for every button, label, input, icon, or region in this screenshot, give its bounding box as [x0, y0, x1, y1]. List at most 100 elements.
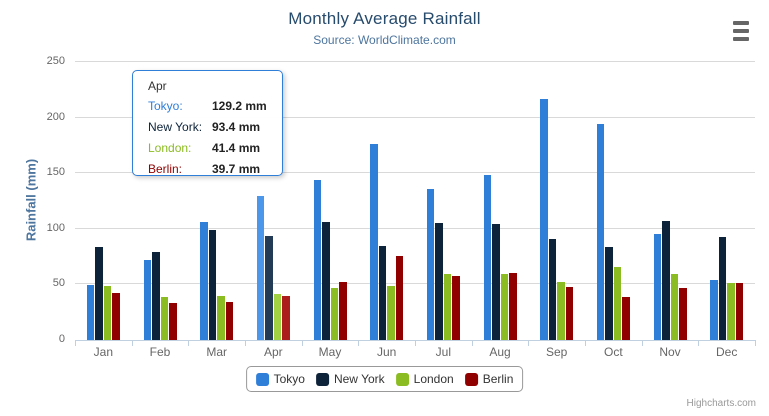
x-axis-label: Apr: [263, 345, 283, 359]
bar-new-york-feb[interactable]: [152, 252, 160, 340]
y-axis-label: 250: [46, 55, 65, 67]
x-axis-tick: [528, 341, 530, 346]
x-axis-label: Jun: [376, 345, 397, 359]
bar-tokyo-aug[interactable]: [483, 174, 491, 340]
bar-new-york-apr[interactable]: [265, 236, 273, 340]
bar-new-york-jul[interactable]: [435, 223, 443, 340]
bar-new-york-may[interactable]: [322, 222, 330, 340]
tooltip-row: New York: 93.4 mm: [148, 117, 267, 138]
bar-tokyo-jul[interactable]: [426, 189, 435, 340]
bar-berlin-jun[interactable]: [395, 256, 404, 340]
highcharts-credit[interactable]: Highcharts.com: [686, 398, 756, 409]
tooltip-series-value: 93.4 mm: [212, 120, 261, 134]
bar-london-apr[interactable]: [273, 293, 282, 340]
x-axis-label: Aug: [489, 345, 511, 359]
x-axis-label: Dec: [715, 345, 738, 359]
bar-london-nov[interactable]: [670, 274, 678, 340]
y-axis-label: 200: [46, 110, 65, 123]
tooltip-category: Apr: [148, 79, 167, 93]
bar-tokyo-may[interactable]: [313, 179, 321, 340]
bar-new-york-nov[interactable]: [662, 221, 670, 340]
legend-item-berlin[interactable]: Berlin: [464, 372, 513, 386]
bar-berlin-may[interactable]: [339, 281, 347, 340]
y-gridline: [75, 172, 755, 174]
x-axis-tick: [755, 341, 756, 346]
bar-london-dec[interactable]: [727, 283, 735, 340]
bar-berlin-jul[interactable]: [452, 276, 460, 340]
bar-tokyo-dec[interactable]: [710, 279, 718, 340]
bar-london-oct[interactable]: [613, 267, 622, 340]
bar-new-york-sep[interactable]: [548, 238, 557, 340]
x-axis-tick: [75, 341, 76, 346]
tooltip-series-label: Tokyo:: [148, 99, 183, 113]
bar-berlin-dec[interactable]: [735, 283, 744, 340]
y-axis-label: 0: [58, 333, 65, 345]
bar-berlin-feb[interactable]: [169, 303, 177, 340]
bar-tokyo-jan[interactable]: [86, 284, 95, 340]
x-axis-tick: [698, 341, 700, 346]
bar-tokyo-sep[interactable]: [540, 99, 548, 340]
bar-tokyo-feb[interactable]: [143, 260, 151, 340]
tooltip-row: Berlin: 39.7 mm: [148, 159, 267, 180]
bar-berlin-oct[interactable]: [622, 296, 630, 340]
x-axis-tick: [301, 341, 303, 346]
bar-new-york-aug[interactable]: [492, 224, 500, 340]
bar-new-york-jan[interactable]: [95, 247, 103, 340]
chart-title: Monthly Average Rainfall: [288, 9, 481, 28]
legend-label: New York: [333, 372, 385, 386]
x-axis-label: Sep: [545, 345, 568, 359]
bar-tokyo-nov[interactable]: [653, 233, 661, 340]
bar-london-aug[interactable]: [500, 273, 508, 340]
y-gridline: [75, 61, 755, 62]
legend: Tokyo New York London Berlin: [245, 366, 524, 392]
tooltip-series-label: London:: [148, 141, 192, 155]
tooltip-series-label: New York:: [148, 120, 203, 134]
x-axis-tick: [471, 341, 473, 346]
legend-item-tokyo[interactable]: Tokyo: [255, 372, 305, 386]
x-axis-tick: [641, 341, 643, 346]
tooltip-row: Tokyo: 129.2 mm: [148, 96, 267, 117]
bar-berlin-apr[interactable]: [282, 295, 290, 340]
bar-london-jul[interactable]: [443, 274, 452, 340]
x-axis-tick: [585, 341, 586, 346]
bar-tokyo-oct[interactable]: [596, 124, 605, 340]
hamburger-icon: [733, 21, 749, 25]
y-axis-label: 150: [46, 166, 65, 179]
context-menu-button[interactable]: [733, 21, 749, 43]
bar-tokyo-mar[interactable]: [200, 221, 208, 340]
hamburger-icon: [733, 37, 749, 41]
bar-tokyo-apr[interactable]: [256, 196, 265, 340]
bar-new-york-jun[interactable]: [378, 246, 387, 340]
bar-london-jan[interactable]: [103, 285, 112, 340]
y-gridline: [75, 227, 755, 229]
legend-swatch: [464, 372, 478, 386]
bar-berlin-mar[interactable]: [225, 301, 234, 340]
bar-london-sep[interactable]: [557, 281, 565, 340]
bar-london-jun[interactable]: [387, 286, 395, 340]
bar-new-york-oct[interactable]: [605, 247, 613, 340]
bar-new-york-mar[interactable]: [208, 230, 217, 340]
x-axis-line: [75, 340, 756, 341]
legend-item-new-york[interactable]: New York: [315, 372, 385, 386]
x-axis-label: Feb: [149, 345, 171, 359]
x-axis-tick: [358, 341, 360, 346]
bar-new-york-dec[interactable]: [718, 237, 727, 340]
bar-london-feb[interactable]: [160, 296, 168, 340]
bar-london-mar[interactable]: [217, 296, 225, 340]
bar-london-may[interactable]: [330, 287, 338, 340]
y-axis-label: 100: [46, 221, 65, 234]
x-axis-label: Jan: [93, 345, 114, 359]
x-axis-tick: [415, 341, 416, 346]
x-axis-tick: [131, 341, 133, 346]
bar-berlin-nov[interactable]: [679, 287, 687, 340]
legend-swatch: [255, 372, 269, 386]
tooltip: Apr Tokyo: 129.2 mm New York: 93.4 mm London…: [132, 70, 283, 176]
x-axis-label: Nov: [659, 345, 681, 359]
bar-berlin-aug[interactable]: [509, 272, 517, 340]
bar-tokyo-jun[interactable]: [370, 144, 378, 340]
tooltip-row: London: 41.4 mm: [148, 138, 267, 159]
bar-berlin-jan[interactable]: [112, 292, 120, 340]
bar-berlin-sep[interactable]: [565, 287, 574, 340]
x-axis-label: Mar: [206, 345, 227, 359]
legend-item-london[interactable]: London: [395, 372, 454, 386]
